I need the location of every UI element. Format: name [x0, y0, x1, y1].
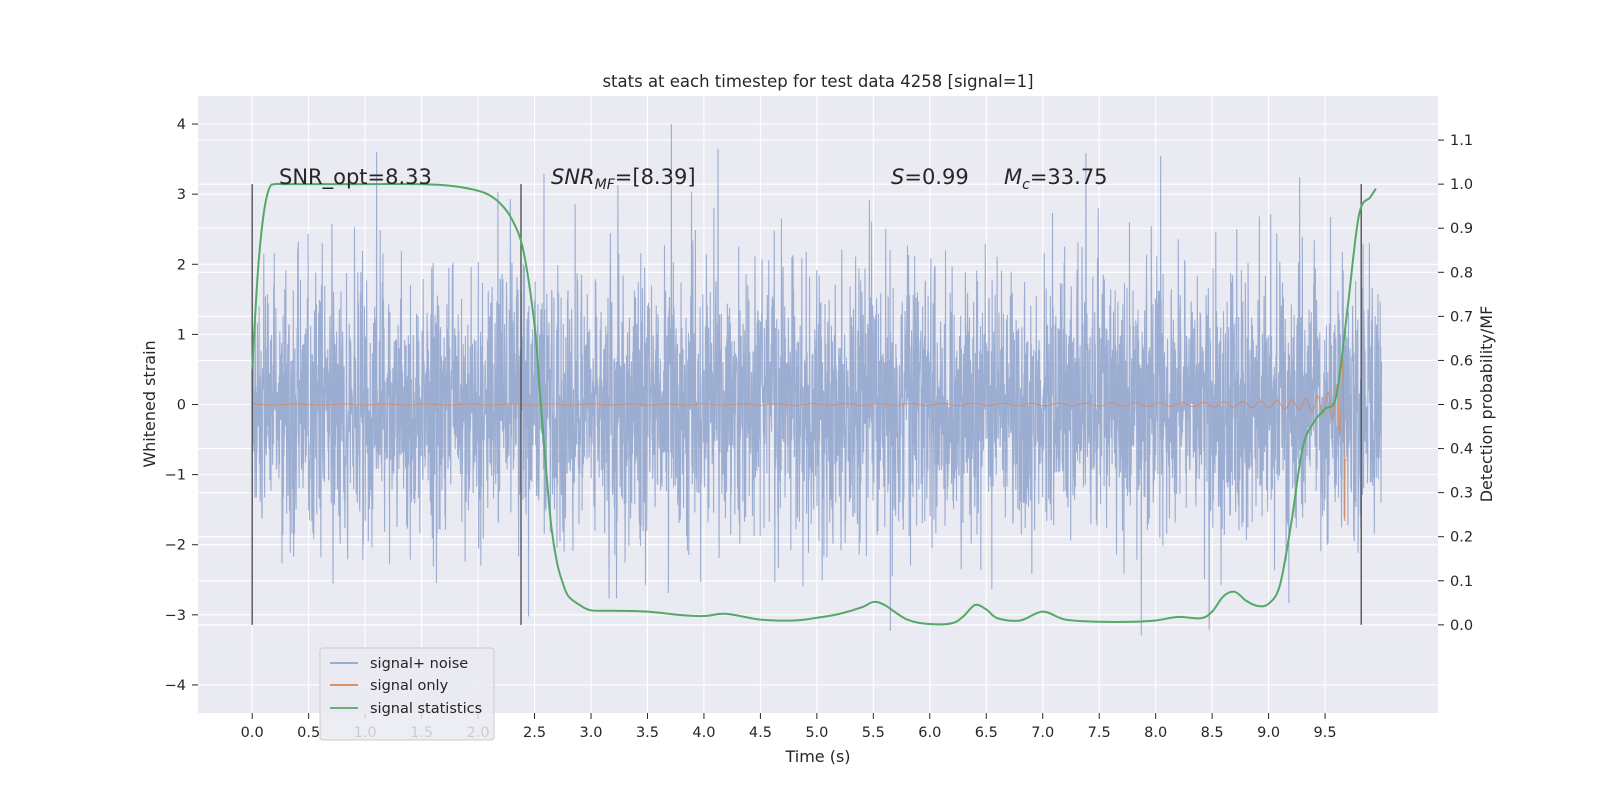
legend: signal+ noise signal only signal statist… — [319, 647, 495, 741]
y-left-tick-label: −2 — [165, 538, 186, 554]
x-tick-label: 8.0 — [1144, 725, 1167, 741]
y-left-tick-label: 4 — [177, 117, 186, 133]
x-tick-label: 6.0 — [918, 725, 941, 741]
x-tick-label: 5.0 — [805, 725, 828, 741]
x-tick-label: 3.0 — [579, 725, 602, 741]
x-tick-label: 2.5 — [523, 725, 546, 741]
x-tick-label: 4.5 — [749, 725, 772, 741]
annotation-snr-mf-subscript: MF — [595, 177, 616, 193]
annotation-mc: Mc=33.75 — [1004, 165, 1108, 193]
y-left-tick-label: −1 — [165, 468, 186, 484]
annotation-mc-value: =33.75 — [1030, 165, 1108, 189]
legend-label-signal-plus-noise: signal+ noise — [370, 656, 468, 672]
series-signal-statistics — [251, 182, 1377, 626]
legend-box — [319, 647, 495, 741]
y-right-tick-label: 0.6 — [1450, 353, 1473, 369]
y-right-tick-label: 0.2 — [1450, 530, 1473, 546]
annotation-snr-opt: SNR_opt=8.33 — [279, 165, 432, 190]
annotation-snr-mf-symbol: SNR — [551, 165, 595, 189]
x-tick-label: 8.5 — [1201, 725, 1224, 741]
right-y-axis-ticks: 1.1 1.0 0.9 0.8 0.7 0.6 0.5 0.4 0.3 0.2 0.1 0.0 — [1438, 133, 1473, 634]
y-right-tick-label: 0.9 — [1450, 221, 1473, 237]
x-axis-label: Time (s) — [784, 747, 850, 766]
x-tick-label: 7.5 — [1088, 725, 1111, 741]
signal-statistics-line — [251, 182, 1377, 626]
x-tick-label: 4.0 — [692, 725, 715, 741]
annotation-mc-subscript: c — [1022, 177, 1030, 193]
y-left-tick-label: −3 — [165, 608, 186, 624]
x-tick-label: 9.5 — [1314, 725, 1337, 741]
left-y-axis-ticks: 4 3 2 1 0 −1 −2 −3 −4 — [165, 117, 198, 694]
y-right-tick-label: 1.0 — [1450, 177, 1473, 193]
y-right-tick-label: 0.8 — [1450, 265, 1473, 281]
x-tick-label: 7.0 — [1031, 725, 1054, 741]
x-tick-label: 5.5 — [862, 725, 885, 741]
y-right-tick-label: 0.5 — [1450, 398, 1473, 414]
legend-label-signal-statistics: signal statistics — [370, 701, 482, 717]
annotation-mc-symbol: M — [1004, 165, 1022, 189]
y-right-tick-label: 0.3 — [1450, 486, 1473, 502]
x-tick-label: 0.0 — [241, 725, 264, 741]
x-tick-label: 0.5 — [297, 725, 320, 741]
y-right-tick-label: 0.0 — [1450, 618, 1473, 634]
y-right-tick-label: 0.7 — [1450, 309, 1473, 325]
signal-plus-noise-line — [251, 124, 1383, 636]
x-tick-label: 3.5 — [636, 725, 659, 741]
vertical-markers — [251, 184, 1362, 625]
legend-label-signal-only: signal only — [370, 678, 449, 694]
annotation-snr-mf: SNRMF=[8.39] — [551, 165, 696, 193]
annotation-s-symbol: S — [891, 165, 904, 189]
annotation-snr-mf-value: =[8.39] — [615, 165, 696, 189]
series-signal-only — [252, 354, 1348, 521]
y-left-tick-label: 0 — [177, 398, 186, 414]
right-y-axis-label: Detection probability/MF — [1477, 306, 1496, 503]
x-tick-label: 6.5 — [975, 725, 998, 741]
y-right-tick-label: 0.1 — [1450, 574, 1473, 590]
annotation-s-value: =0.99 — [904, 165, 968, 189]
x-tick-label: 9.0 — [1257, 725, 1280, 741]
left-y-axis-label: Whitened strain — [140, 340, 159, 467]
y-left-tick-label: 3 — [177, 187, 186, 203]
y-right-tick-label: 1.1 — [1450, 133, 1473, 149]
y-right-tick-label: 0.4 — [1450, 442, 1473, 458]
signal-only-line — [252, 354, 1348, 521]
y-left-tick-label: −4 — [165, 678, 186, 694]
annotation-s: S=0.99 — [891, 165, 969, 189]
y-left-tick-label: 2 — [177, 257, 186, 273]
series-signal-plus-noise — [251, 124, 1383, 636]
y-left-tick-label: 1 — [177, 327, 186, 343]
chart-title: stats at each timestep for test data 425… — [602, 72, 1033, 91]
